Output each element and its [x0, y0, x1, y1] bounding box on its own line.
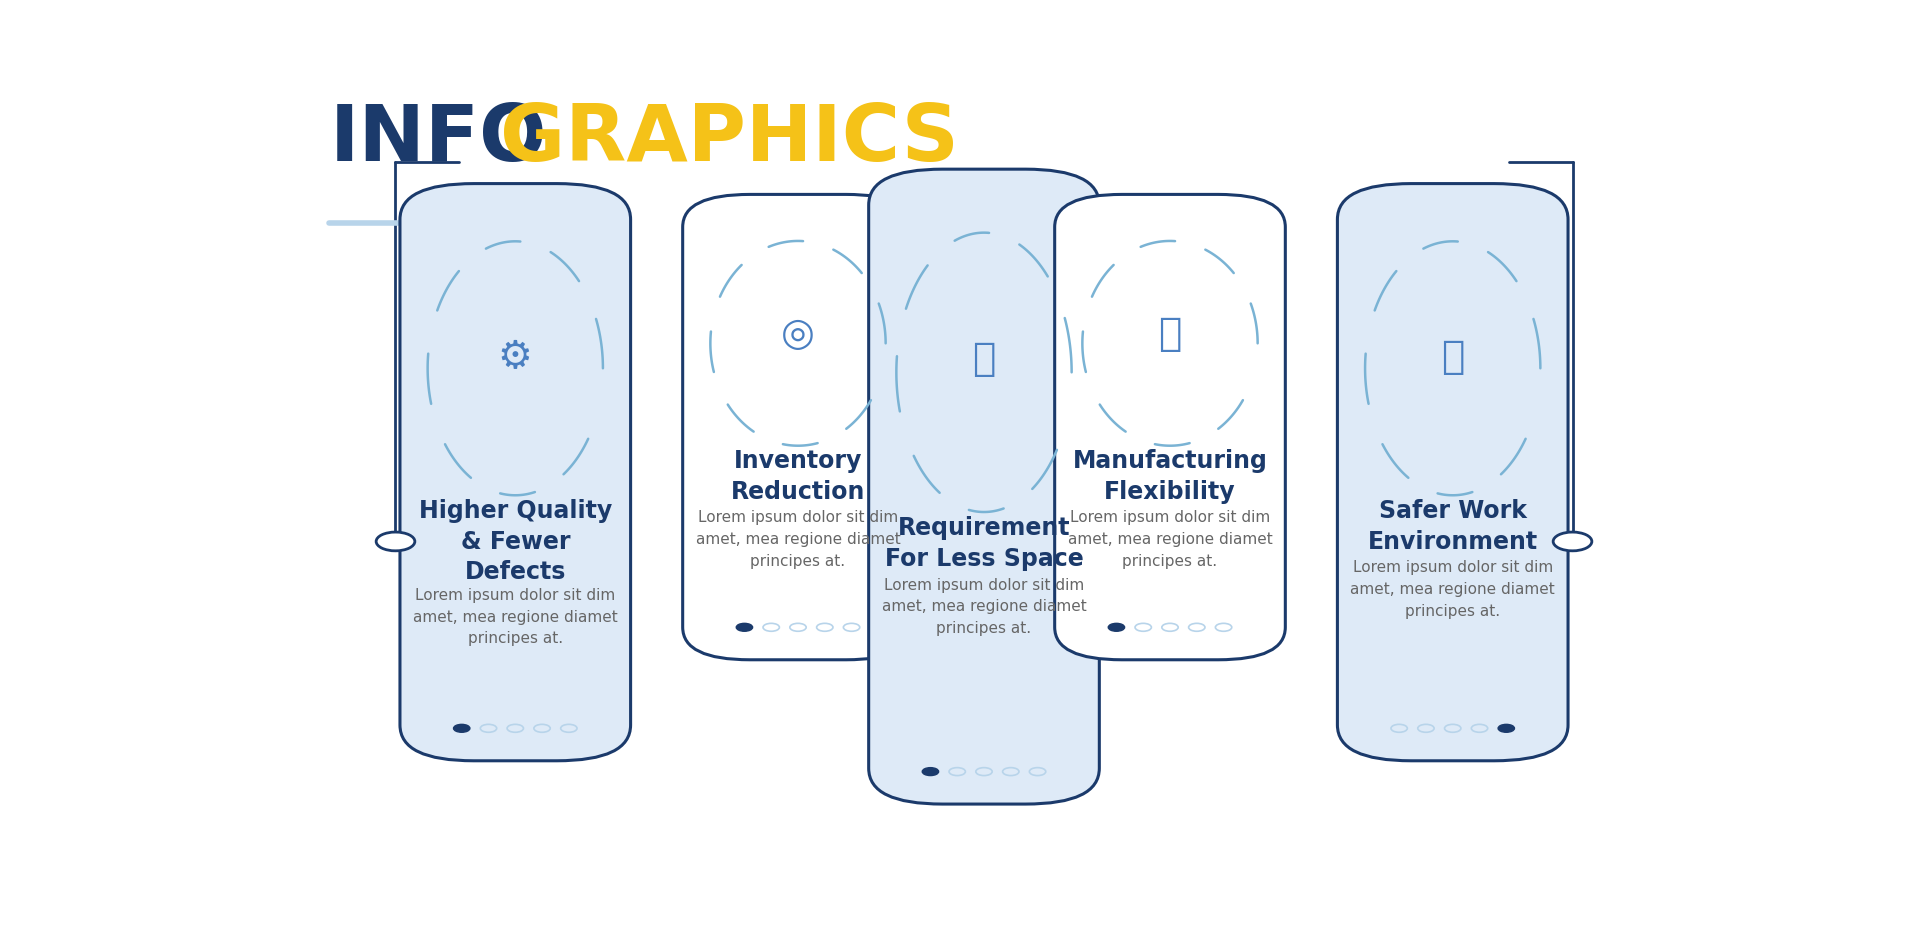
Circle shape	[1498, 724, 1515, 733]
Text: Lorem ipsum dolor sit dim
amet, mea regione diamet
principes at.: Lorem ipsum dolor sit dim amet, mea regi…	[881, 577, 1087, 635]
FancyBboxPatch shape	[684, 196, 914, 660]
Text: Lorem ipsum dolor sit dim
amet, mea regione diamet
principes at.: Lorem ipsum dolor sit dim amet, mea regi…	[695, 510, 900, 568]
Text: GRAPHICS: GRAPHICS	[501, 101, 960, 177]
Text: Lorem ipsum dolor sit dim
amet, mea regione diamet
principes at.: Lorem ipsum dolor sit dim amet, mea regi…	[1350, 560, 1555, 618]
Text: Inventory
Reduction: Inventory Reduction	[732, 448, 866, 504]
Circle shape	[922, 768, 939, 776]
FancyBboxPatch shape	[399, 184, 630, 761]
Text: Higher Quality
& Fewer
Defects: Higher Quality & Fewer Defects	[419, 499, 612, 584]
Text: Manufacturing
Flexibility: Manufacturing Flexibility	[1073, 448, 1267, 504]
Circle shape	[1553, 533, 1592, 551]
Text: 🛡: 🛡	[1442, 337, 1465, 375]
Text: ◎: ◎	[781, 314, 814, 353]
Text: INFO: INFO	[330, 101, 547, 177]
Text: Lorem ipsum dolor sit dim
amet, mea regione diamet
principes at.: Lorem ipsum dolor sit dim amet, mea regi…	[413, 587, 618, 646]
FancyBboxPatch shape	[868, 170, 1100, 804]
Text: ⚙: ⚙	[497, 337, 532, 375]
Text: Requirement
For Less Space: Requirement For Less Space	[885, 516, 1083, 570]
Text: ⬛: ⬛	[972, 340, 996, 378]
Text: Lorem ipsum dolor sit dim
amet, mea regione diamet
principes at.: Lorem ipsum dolor sit dim amet, mea regi…	[1068, 510, 1273, 568]
Text: Safer Work
Environment: Safer Work Environment	[1367, 499, 1538, 553]
FancyBboxPatch shape	[1054, 196, 1284, 660]
FancyBboxPatch shape	[1338, 184, 1569, 761]
Circle shape	[376, 533, 415, 551]
Circle shape	[453, 724, 470, 733]
Circle shape	[1108, 623, 1125, 632]
Text: ⏱: ⏱	[1158, 314, 1181, 353]
Circle shape	[735, 623, 753, 632]
